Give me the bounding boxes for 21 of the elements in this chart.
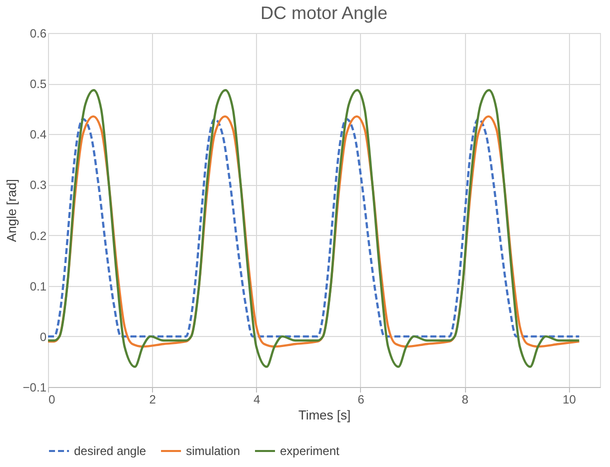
y-tick-label: 0.6 <box>30 26 47 40</box>
y-tick-label: 0.4 <box>30 128 47 142</box>
x-tick-label: 2 <box>149 392 156 406</box>
x-tick-label: 10 <box>562 392 576 406</box>
x-tick-label: 0 <box>48 392 56 406</box>
y-tick-label: −0.1 <box>22 380 47 394</box>
x-tick-label: 4 <box>253 392 260 406</box>
y-tick-label: 0.2 <box>30 228 47 243</box>
legend-label: experiment <box>280 444 340 458</box>
y-tick-label: 0.3 <box>30 178 47 192</box>
chart-title: DC motor Angle <box>260 3 388 23</box>
legend-label: desired angle <box>74 444 146 458</box>
y-tick-label: 0 <box>40 330 47 344</box>
y-axis-title: Angle [rad] <box>4 179 19 242</box>
x-axis-title: Times [s] <box>298 408 351 422</box>
y-tick-label: 0.5 <box>30 77 47 92</box>
legend-label: simulation <box>186 444 240 458</box>
x-tick-label: 6 <box>358 392 365 406</box>
y-tick-label: 0.1 <box>30 279 47 294</box>
line-series <box>46 89 580 368</box>
x-tick-label: 8 <box>462 392 469 406</box>
